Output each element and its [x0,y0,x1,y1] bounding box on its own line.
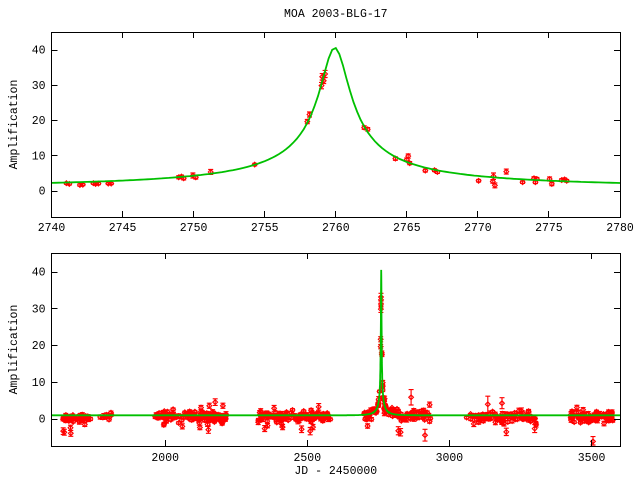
svg-text:2500: 2500 [293,452,321,465]
svg-text:2770: 2770 [464,222,492,235]
svg-text:2745: 2745 [109,222,137,235]
svg-text:0: 0 [39,414,46,427]
svg-text:2755: 2755 [251,222,279,235]
svg-text:40: 40 [32,267,46,280]
svg-text:20: 20 [32,115,46,128]
svg-text:3500: 3500 [578,452,606,465]
svg-text:2750: 2750 [180,222,208,235]
svg-text:2000: 2000 [151,452,179,465]
svg-text:MOA 2003-BLG-17: MOA 2003-BLG-17 [284,8,388,21]
svg-text:20: 20 [32,340,46,353]
svg-text:Amplification: Amplification [8,305,21,395]
svg-text:2760: 2760 [322,222,350,235]
svg-text:JD - 2450000: JD - 2450000 [294,465,377,478]
svg-text:0: 0 [39,186,46,199]
svg-text:2765: 2765 [393,222,421,235]
svg-text:Amplification: Amplification [8,80,21,170]
svg-text:10: 10 [32,150,46,163]
svg-text:40: 40 [32,45,46,58]
svg-text:10: 10 [32,377,46,390]
svg-text:2740: 2740 [38,222,66,235]
svg-text:30: 30 [32,80,46,93]
svg-text:2780: 2780 [606,222,634,235]
svg-text:3000: 3000 [436,452,464,465]
svg-text:30: 30 [32,303,46,316]
svg-text:2775: 2775 [535,222,563,235]
